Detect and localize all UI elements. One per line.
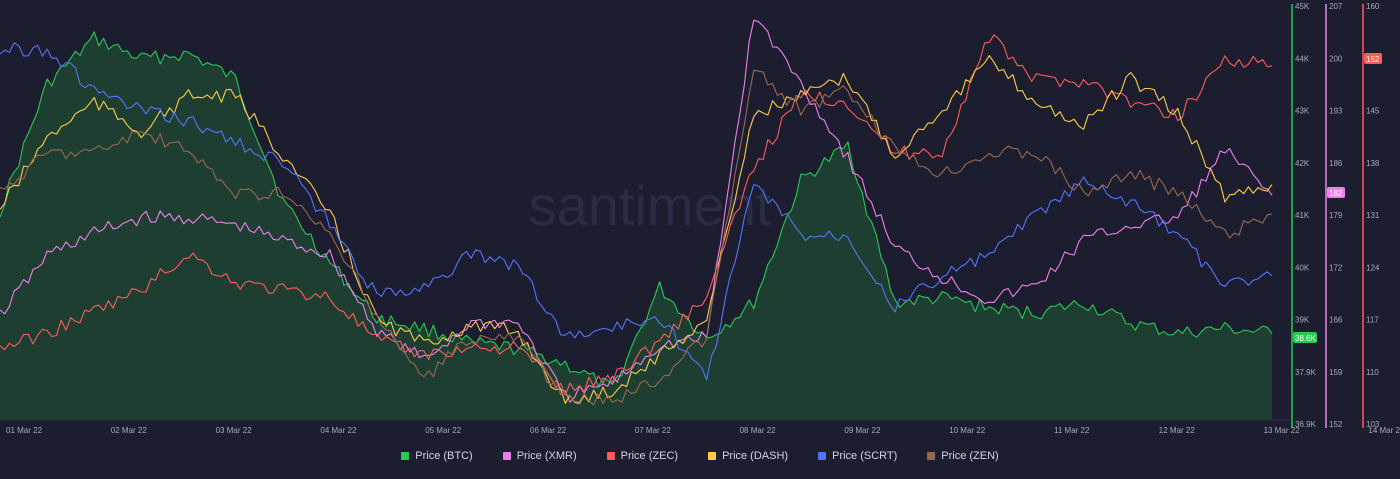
y-tick-label-zec: 145	[1366, 107, 1380, 116]
current-value-badge-zec	[1364, 53, 1382, 64]
y-tick-label-xmr: 159	[1329, 368, 1343, 377]
x-tick-label: 04 Mar 22	[320, 426, 357, 435]
legend-item[interactable]: Price (BTC)	[401, 450, 473, 462]
y-tick-label-btc: 42K	[1295, 159, 1310, 168]
series-line-btc	[0, 31, 1273, 388]
current-value-badge-btc	[1293, 332, 1317, 343]
x-tick-label: 12 Mar 22	[1159, 426, 1196, 435]
y-tick-label-xmr: 207	[1329, 2, 1343, 11]
legend-swatch	[927, 452, 936, 460]
legend-item[interactable]: Price (SCRT)	[818, 450, 897, 462]
current-value-badge-xmr	[1327, 187, 1345, 198]
y-tick-label-zec: 103	[1366, 420, 1380, 429]
x-tick-label: 14 Mar 22	[1368, 426, 1400, 435]
series-area-btc	[0, 31, 1272, 421]
y-tick-label-zec: 124	[1366, 263, 1380, 272]
y-tick-label-xmr: 166	[1329, 316, 1343, 325]
current-value-label-zec: 152	[1366, 55, 1380, 64]
y-tick-label-btc: 41K	[1295, 211, 1310, 220]
legend-label: Price (DASH)	[722, 450, 789, 462]
series-line-zec	[0, 34, 1273, 396]
legend: Price (BTC) Price (XMR) Price (ZEC) Price (…	[0, 446, 1400, 466]
current-value-label-btc: 38.6K	[1295, 334, 1317, 343]
x-tick-label: 03 Mar 22	[216, 426, 253, 435]
y-tick-label-zec: 131	[1366, 211, 1380, 220]
x-tick-label: 13 Mar 22	[1264, 426, 1301, 435]
x-tick-label: 08 Mar 22	[740, 426, 777, 435]
y-tick-label-xmr: 193	[1329, 107, 1343, 116]
legend-item[interactable]: Price (ZEN)	[927, 450, 999, 462]
legend-label: Price (BTC)	[415, 450, 473, 462]
y-tick-label-btc: 40K	[1295, 263, 1310, 272]
series-line-xmr	[0, 19, 1273, 403]
y-tick-label-zec: 160	[1366, 2, 1380, 11]
y-tick-label-xmr: 186	[1329, 159, 1343, 168]
legend-swatch	[708, 452, 717, 460]
y-tick-label-xmr: 172	[1329, 263, 1343, 272]
legend-swatch	[401, 452, 410, 460]
y-tick-label-btc: 43K	[1295, 107, 1310, 116]
legend-label: Price (SCRT)	[832, 450, 898, 462]
legend-label: Price (ZEN)	[941, 450, 999, 462]
x-tick-label: 06 Mar 22	[530, 426, 567, 435]
y-tick-label-xmr: 152	[1329, 420, 1343, 429]
legend-swatch	[502, 452, 511, 460]
series-line-dash	[0, 55, 1273, 404]
y-tick-label-btc: 36.9K	[1295, 420, 1317, 429]
current-value-label-xmr: 182	[1329, 189, 1343, 198]
y-tick-label-zec: 117	[1366, 316, 1379, 325]
legend-label: Price (ZEC)	[620, 450, 679, 462]
legend-item[interactable]: Price (ZEC)	[606, 450, 679, 462]
legend-label: Price (XMR)	[516, 450, 577, 462]
legend-swatch	[818, 452, 827, 460]
y-tick-label-xmr: 179	[1329, 211, 1343, 220]
legend-item[interactable]: Price (XMR)	[502, 450, 577, 462]
y-tick-label-btc: 45K	[1295, 2, 1310, 11]
series-line-scrt	[0, 42, 1273, 381]
x-tick-label: 10 Mar 22	[949, 426, 986, 435]
y-tick-label-btc: 39K	[1295, 316, 1310, 325]
y-tick-label-zec: 138	[1366, 159, 1380, 168]
legend-item[interactable]: Price (DASH)	[708, 450, 788, 462]
legend-swatch	[606, 452, 615, 460]
x-tick-label: 07 Mar 22	[635, 426, 672, 435]
y-tick-label-xmr: 200	[1329, 54, 1343, 63]
x-tick-label: 01 Mar 22	[6, 426, 43, 435]
x-tick-label: 09 Mar 22	[844, 426, 881, 435]
y-tick-label-btc: 37.9K	[1295, 368, 1317, 377]
series-line-zen	[0, 69, 1273, 406]
y-tick-label-zec: 110	[1366, 368, 1379, 377]
x-tick-label: 11 Mar 22	[1054, 426, 1090, 435]
x-tick-label: 02 Mar 22	[111, 426, 148, 435]
x-tick-label: 05 Mar 22	[425, 426, 462, 435]
y-tick-label-btc: 44K	[1295, 54, 1310, 63]
watermark-text: santiment	[529, 174, 772, 237]
